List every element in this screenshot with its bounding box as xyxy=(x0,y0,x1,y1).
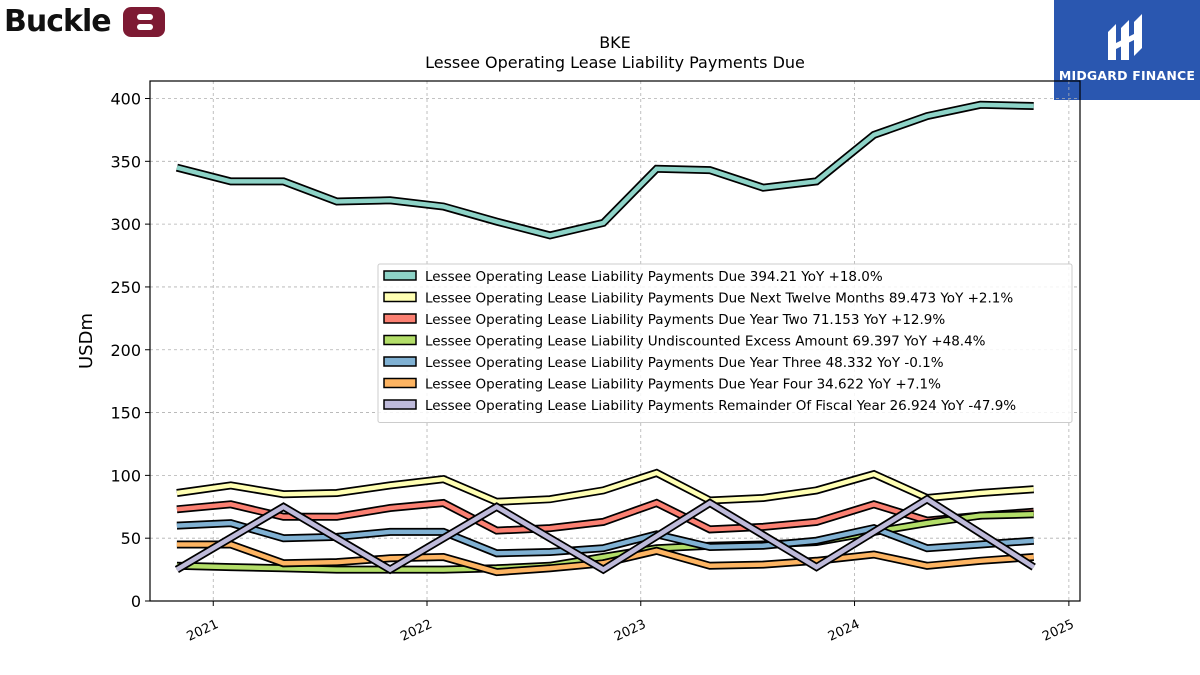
legend-swatch-7 xyxy=(383,399,417,410)
midgard-m-icon xyxy=(1108,14,1142,60)
series-line-5 xyxy=(176,520,1034,556)
legend-swatch-1 xyxy=(383,270,417,281)
y-tick-label: 50 xyxy=(121,529,141,548)
buckle-wordmark: Buckle xyxy=(4,4,112,39)
legend-label-1: Lessee Operating Lease Liability Payment… xyxy=(425,269,883,285)
y-tick-label: 100 xyxy=(110,466,141,485)
series-line-3 xyxy=(176,500,1034,533)
legend-label-6: Lessee Operating Lease Liability Payment… xyxy=(425,377,941,393)
series-lines xyxy=(174,100,1036,577)
buckle-logo: Buckle xyxy=(4,4,165,39)
midgard-finance-wordmark: MIDGARD FINANCE xyxy=(1058,68,1196,83)
legend-label-4: Lessee Operating Lease Liability Undisco… xyxy=(425,334,986,350)
legend-label-5: Lessee Operating Lease Liability Payment… xyxy=(425,355,944,371)
y-axis-label: USDm xyxy=(76,313,97,369)
y-tick-label: 350 xyxy=(110,152,141,171)
x-tick-label: 2023 xyxy=(612,617,648,645)
chart-title: BKE xyxy=(599,33,631,52)
y-tick-label: 200 xyxy=(110,341,141,360)
chart-subtitle: Lessee Operating Lease Liability Payment… xyxy=(425,53,805,72)
legend-label-7: Lessee Operating Lease Liability Payment… xyxy=(425,398,1016,414)
legend-swatch-6 xyxy=(383,377,417,389)
legend-box xyxy=(377,263,1073,423)
x-tick-label: 2025 xyxy=(1040,617,1076,645)
y-tick-label: 400 xyxy=(110,90,141,109)
legend-swatch-5 xyxy=(383,356,417,367)
x-tick-label: 2022 xyxy=(398,617,434,645)
buckle-b-icon xyxy=(122,6,165,37)
y-tick-label: 0 xyxy=(131,592,141,611)
series-line-1 xyxy=(176,102,1034,238)
legend-swatch-3 xyxy=(383,313,417,324)
y-tick-label: 300 xyxy=(110,215,141,234)
legend-swatch-2 xyxy=(383,291,417,303)
x-axis-ticks: 2021 2022 2023 2024 2025 xyxy=(185,601,1077,645)
legend-swatch-4 xyxy=(383,334,417,346)
legend: Lessee Operating Lease Liability Payment… xyxy=(377,263,1073,423)
series-line-2 xyxy=(176,470,1034,505)
x-tick-label: 2024 xyxy=(826,617,862,645)
y-tick-label: 150 xyxy=(110,404,141,423)
plot-frame xyxy=(149,80,1081,602)
midgard-finance-logo: MIDGARD FINANCE xyxy=(1054,0,1200,100)
legend-label-2: Lessee Operating Lease Liability Payment… xyxy=(425,291,1013,307)
series-line-7 xyxy=(175,496,1035,573)
series-line-4 xyxy=(176,512,1034,572)
series-line-6 xyxy=(176,542,1034,575)
y-tick-label: 250 xyxy=(110,278,141,297)
x-tick-label: 2021 xyxy=(185,617,221,645)
y-axis-ticks: 0 50 100 150 200 250 300 350 400 xyxy=(110,90,150,611)
legend-label-3: Lessee Operating Lease Liability Payment… xyxy=(425,312,945,328)
